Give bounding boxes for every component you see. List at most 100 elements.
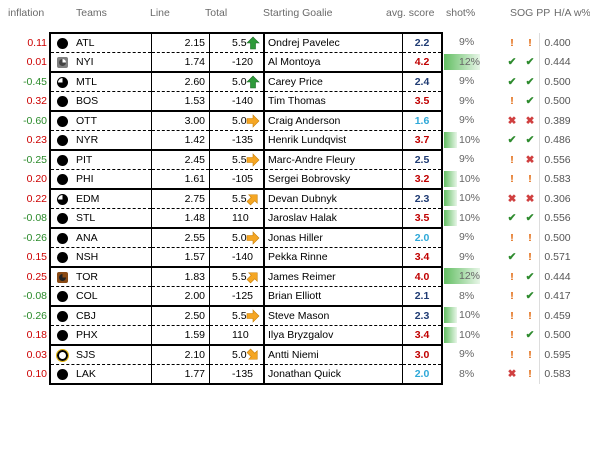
team-logo-icon <box>57 329 68 341</box>
pp-warning-icon: ! <box>528 368 532 381</box>
ha-win-pct: 0.571 <box>539 247 575 267</box>
team-abbrev: ANA <box>76 232 98 244</box>
sog-warning-icon: ! <box>510 329 514 342</box>
shot-pct-cell: 10% <box>442 189 503 209</box>
team-logo-icon <box>57 193 68 205</box>
line-value: 2.10 <box>151 344 210 365</box>
team-cell: ANA <box>49 227 152 248</box>
pp-check-icon: ✔ <box>525 56 535 69</box>
inflation-value: -0.08 <box>23 212 47 225</box>
line-value: 1.83 <box>151 266 210 287</box>
goalie-name: Antti Niemi <box>264 344 403 365</box>
team-abbrev: EDM <box>76 193 100 205</box>
ha-win-pct: 0.595 <box>539 345 575 365</box>
team-cell: ATL <box>49 32 152 53</box>
team-abbrev: LAK <box>76 368 96 380</box>
total-value: -120 <box>232 56 254 68</box>
arrow-right-icon <box>246 309 260 323</box>
total-cell: 5.5 <box>209 305 265 326</box>
team-abbrev: COL <box>76 290 98 302</box>
team-logo-icon <box>57 56 68 68</box>
table-row: 0.11 ATL 2.15 5.5 Ondrej Pavelec 2.2 9%!! 0.400 <box>0 32 575 53</box>
total-cell: -140 <box>209 247 265 268</box>
line-value: 1.61 <box>151 169 210 190</box>
ha-win-pct: 0.389 <box>539 111 575 131</box>
pp-warning-icon: ! <box>528 348 532 361</box>
pp-check-icon: ✔ <box>525 270 535 283</box>
shot-pct-value: 10% <box>459 211 481 224</box>
team-abbrev: PHX <box>76 329 98 341</box>
ha-win-pct: 0.500 <box>539 91 575 111</box>
sog-check-icon: ✔ <box>507 75 517 88</box>
ha-win-pct: 0.459 <box>539 306 575 326</box>
goalie-name: Sergei Bobrovsky <box>264 169 403 190</box>
line-value: 2.15 <box>151 32 210 53</box>
table-row: -0.60 OTT 3.00 5.0 Craig Anderson 1.6 9% ✖ ✖ 0.38… <box>0 110 575 131</box>
arrow-up-icon <box>246 36 260 50</box>
sog-warning-icon: ! <box>510 173 514 186</box>
sog-warning-icon: ! <box>510 270 514 283</box>
team-logo-icon <box>57 310 68 322</box>
inflation-value: -0.60 <box>23 114 47 127</box>
total-cell: 5.5 <box>209 149 265 170</box>
inflation-value: 0.32 <box>26 95 47 108</box>
team-logo-icon <box>57 154 68 166</box>
shot-pct-cell: 10% <box>442 209 503 229</box>
team-abbrev: NSH <box>76 251 99 263</box>
table-row: -0.26 CBJ 2.50 5.5 Steve Mason 2.3 10%!! 0.459 <box>0 305 575 326</box>
team-abbrev: STL <box>76 212 96 224</box>
team-abbrev: ATL <box>76 37 95 49</box>
goalie-name: James Reimer <box>264 266 403 287</box>
avg-score: 2.0 <box>402 227 443 248</box>
goalie-name: Steve Mason <box>264 305 403 326</box>
sog-check-icon: ✔ <box>507 56 517 69</box>
team-cell: CBJ <box>49 305 152 326</box>
goalie-name: Tim Thomas <box>264 91 403 112</box>
total-cell: -135 <box>209 130 265 151</box>
table-row: 0.15 NSH 1.57 -140 Pekka Rinne 3.4 9% ✔! 0.571 <box>0 247 575 268</box>
team-logo-icon <box>57 173 68 185</box>
shot-pct-value: 9% <box>459 94 475 107</box>
shot-pct-cell: 10% <box>442 326 503 346</box>
shot-pct-cell: 9% <box>442 72 503 92</box>
sog-cross-icon: ✖ <box>507 192 517 205</box>
header-teams: Teams <box>76 7 107 19</box>
goalie-name: Devan Dubnyk <box>264 188 403 209</box>
arrow-right-icon <box>246 231 260 245</box>
shot-pct-cell: 10% <box>442 306 503 326</box>
total-value: 5.5 <box>232 310 247 322</box>
avg-score: 3.4 <box>402 325 443 346</box>
goalie-name: Brian Elliott <box>264 286 403 307</box>
header-total: Total <box>205 7 228 19</box>
table-row: 0.01 NYI 1.74 -120 Al Montoya 4.2 12% ✔ ✔ 0.444 <box>0 52 575 73</box>
avg-score: 3.5 <box>402 91 443 112</box>
total-value: -140 <box>232 251 254 263</box>
team-cell: EDM <box>49 188 152 209</box>
shot-pct-cell: 12% <box>442 53 503 73</box>
header-avg-score: avg. score <box>386 7 435 19</box>
ha-win-pct: 0.306 <box>539 189 575 209</box>
total-cell: 110 <box>209 325 265 346</box>
inflation-value: 0.25 <box>26 270 47 283</box>
team-cell: NSH <box>49 247 152 268</box>
line-value: 1.48 <box>151 208 210 229</box>
table-row: 0.23 NYR 1.42 -135 Henrik Lundqvist 3.7 10% ✔ ✔ 0… <box>0 130 575 151</box>
shot-pct-bar <box>444 190 457 206</box>
inflation-value: 0.18 <box>26 329 47 342</box>
total-cell: -120 <box>209 52 265 73</box>
ha-win-pct: 0.417 <box>539 286 575 306</box>
inflation-value: 0.11 <box>27 36 47 49</box>
table-row: 0.20 PHI 1.61 -105 Sergei Bobrovsky 3.2 10%!! 0… <box>0 169 575 190</box>
ha-win-pct: 0.583 <box>539 169 575 189</box>
total-cell: 5.0 <box>209 227 265 248</box>
total-cell: -140 <box>209 91 265 112</box>
avg-score: 2.5 <box>402 149 443 170</box>
goalie-name: Marc-Andre Fleury <box>264 149 403 170</box>
total-cell: 110 <box>209 208 265 229</box>
total-value: 110 <box>232 329 249 341</box>
header-shot-pct: shot% <box>446 7 476 19</box>
shot-pct-value: 12% <box>459 270 481 282</box>
arrow-up-right-icon <box>246 192 260 206</box>
shot-pct-value: 10% <box>459 328 481 341</box>
sog-cross-icon: ✖ <box>507 114 517 127</box>
